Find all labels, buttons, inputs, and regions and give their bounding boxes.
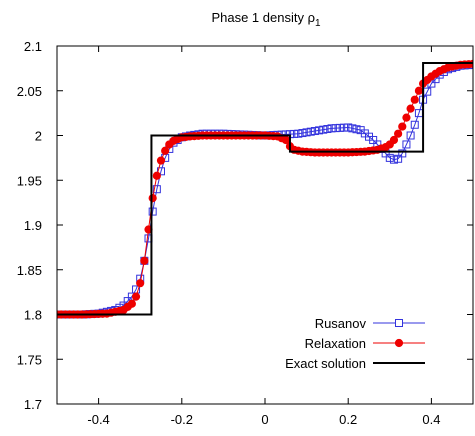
legend: Rusanov Relaxation Exact solution xyxy=(285,316,425,371)
chart-title-main: Phase 1 density ρ xyxy=(211,10,315,25)
relaxation-point xyxy=(161,146,170,155)
y-tick-label: 1.85 xyxy=(17,263,42,278)
rusanov-point xyxy=(394,154,403,163)
chart-title: Phase 1 density ρ1 xyxy=(211,10,321,29)
relaxation-line xyxy=(57,63,473,315)
relaxation-point xyxy=(127,299,136,308)
relaxation-point xyxy=(136,279,145,288)
relaxation-point xyxy=(131,292,141,301)
legend-marker-rusanov xyxy=(395,319,403,327)
rusanov-point xyxy=(306,127,315,136)
rusanov-point xyxy=(319,125,328,134)
legend-marker-relaxation xyxy=(394,338,404,348)
rusanov-point xyxy=(369,135,378,144)
relaxation-point xyxy=(398,122,407,131)
legend-label-relaxation: Relaxation xyxy=(305,336,366,351)
y-tick-label: 1.8 xyxy=(24,308,42,323)
relaxation-point xyxy=(414,86,424,95)
rusanov-point xyxy=(327,124,336,133)
rusanov-point xyxy=(398,149,407,158)
legend-label-exact-solution: Exact solution xyxy=(285,356,366,371)
relaxation-point xyxy=(148,194,157,203)
x-tick-label: 0 xyxy=(261,412,268,427)
rusanov-point xyxy=(148,207,157,216)
rusanov-point xyxy=(402,140,411,149)
y-tick-label: 1.9 xyxy=(24,218,42,233)
rusanov-point xyxy=(290,129,299,138)
y-tick-label: 1.95 xyxy=(17,173,42,188)
rusanov-point xyxy=(294,129,303,138)
rusanov-point xyxy=(157,167,165,176)
rusanov-point xyxy=(340,123,349,132)
axes: -0.4 -0.2 0 0.2 0.4 1.7 1.75 1.8 1.85 1.9 1.95 2 2.0… xyxy=(17,39,474,427)
x-tick-label: -0.4 xyxy=(87,412,109,427)
rusanov-point xyxy=(315,126,324,135)
rusanov-point xyxy=(323,125,332,134)
chart-title-subscript: 1 xyxy=(315,18,321,29)
rusanov-point xyxy=(152,185,161,194)
relaxation-point xyxy=(394,129,403,138)
rusanov-point xyxy=(310,127,319,136)
legend-label-rusanov: Rusanov xyxy=(315,316,367,331)
rusanov-point xyxy=(344,123,353,132)
y-tick-label: 1.7 xyxy=(24,397,42,412)
exact-solution-line xyxy=(57,62,473,316)
rusanov-point xyxy=(335,123,344,132)
x-tick-label: 0.2 xyxy=(339,412,357,427)
y-tick-label: 1.75 xyxy=(17,352,42,367)
y-tick-label: 2.1 xyxy=(24,39,42,54)
rusanov-point xyxy=(406,131,415,140)
relaxation-point xyxy=(156,156,166,165)
y-tick-label: 2.05 xyxy=(17,84,42,99)
rusanov-point xyxy=(352,125,361,134)
relaxation-point xyxy=(410,95,419,104)
rusanov-point xyxy=(302,128,311,137)
plot-area xyxy=(57,59,473,319)
relaxation-point xyxy=(406,104,415,113)
rusanov-point xyxy=(348,124,357,133)
rusanov-point xyxy=(331,124,340,133)
relaxation-point xyxy=(152,171,161,180)
rusanov-point xyxy=(389,155,398,164)
y-tick-label: 2 xyxy=(35,129,42,144)
plot-series-group xyxy=(57,59,473,319)
plot-frame xyxy=(56,45,474,405)
x-tick-label: 0.4 xyxy=(422,412,440,427)
rusanov-point xyxy=(385,153,394,162)
rusanov-line xyxy=(57,64,473,315)
relaxation-point xyxy=(402,113,411,122)
rusanov-point xyxy=(298,129,307,138)
relaxation-point xyxy=(389,135,399,145)
x-tick-label: -0.2 xyxy=(171,412,193,427)
rusanov-point xyxy=(410,120,419,129)
relaxation-point xyxy=(140,256,149,265)
